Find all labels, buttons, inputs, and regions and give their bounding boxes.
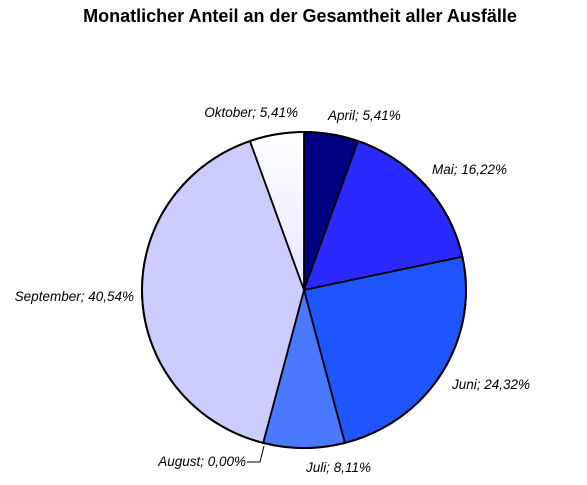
slice-label-mai: Mai; 16,22%	[432, 162, 507, 177]
slice-label-juli: Juli; 8,11%	[305, 460, 371, 475]
slice-label-juni: Juni; 24,32%	[451, 377, 530, 392]
leader-line-august	[247, 445, 265, 463]
chart-title: Monatlicher Anteil an der Gesamtheit all…	[83, 6, 517, 26]
slice-label-august: August; 0,00%	[157, 454, 246, 469]
slice-label-september: September; 40,54%	[15, 289, 134, 304]
slice-label-april: April; 5,41%	[327, 108, 401, 123]
slice-label-oktober: Oktober; 5,41%	[204, 105, 298, 120]
pie-outline	[141, 131, 467, 449]
